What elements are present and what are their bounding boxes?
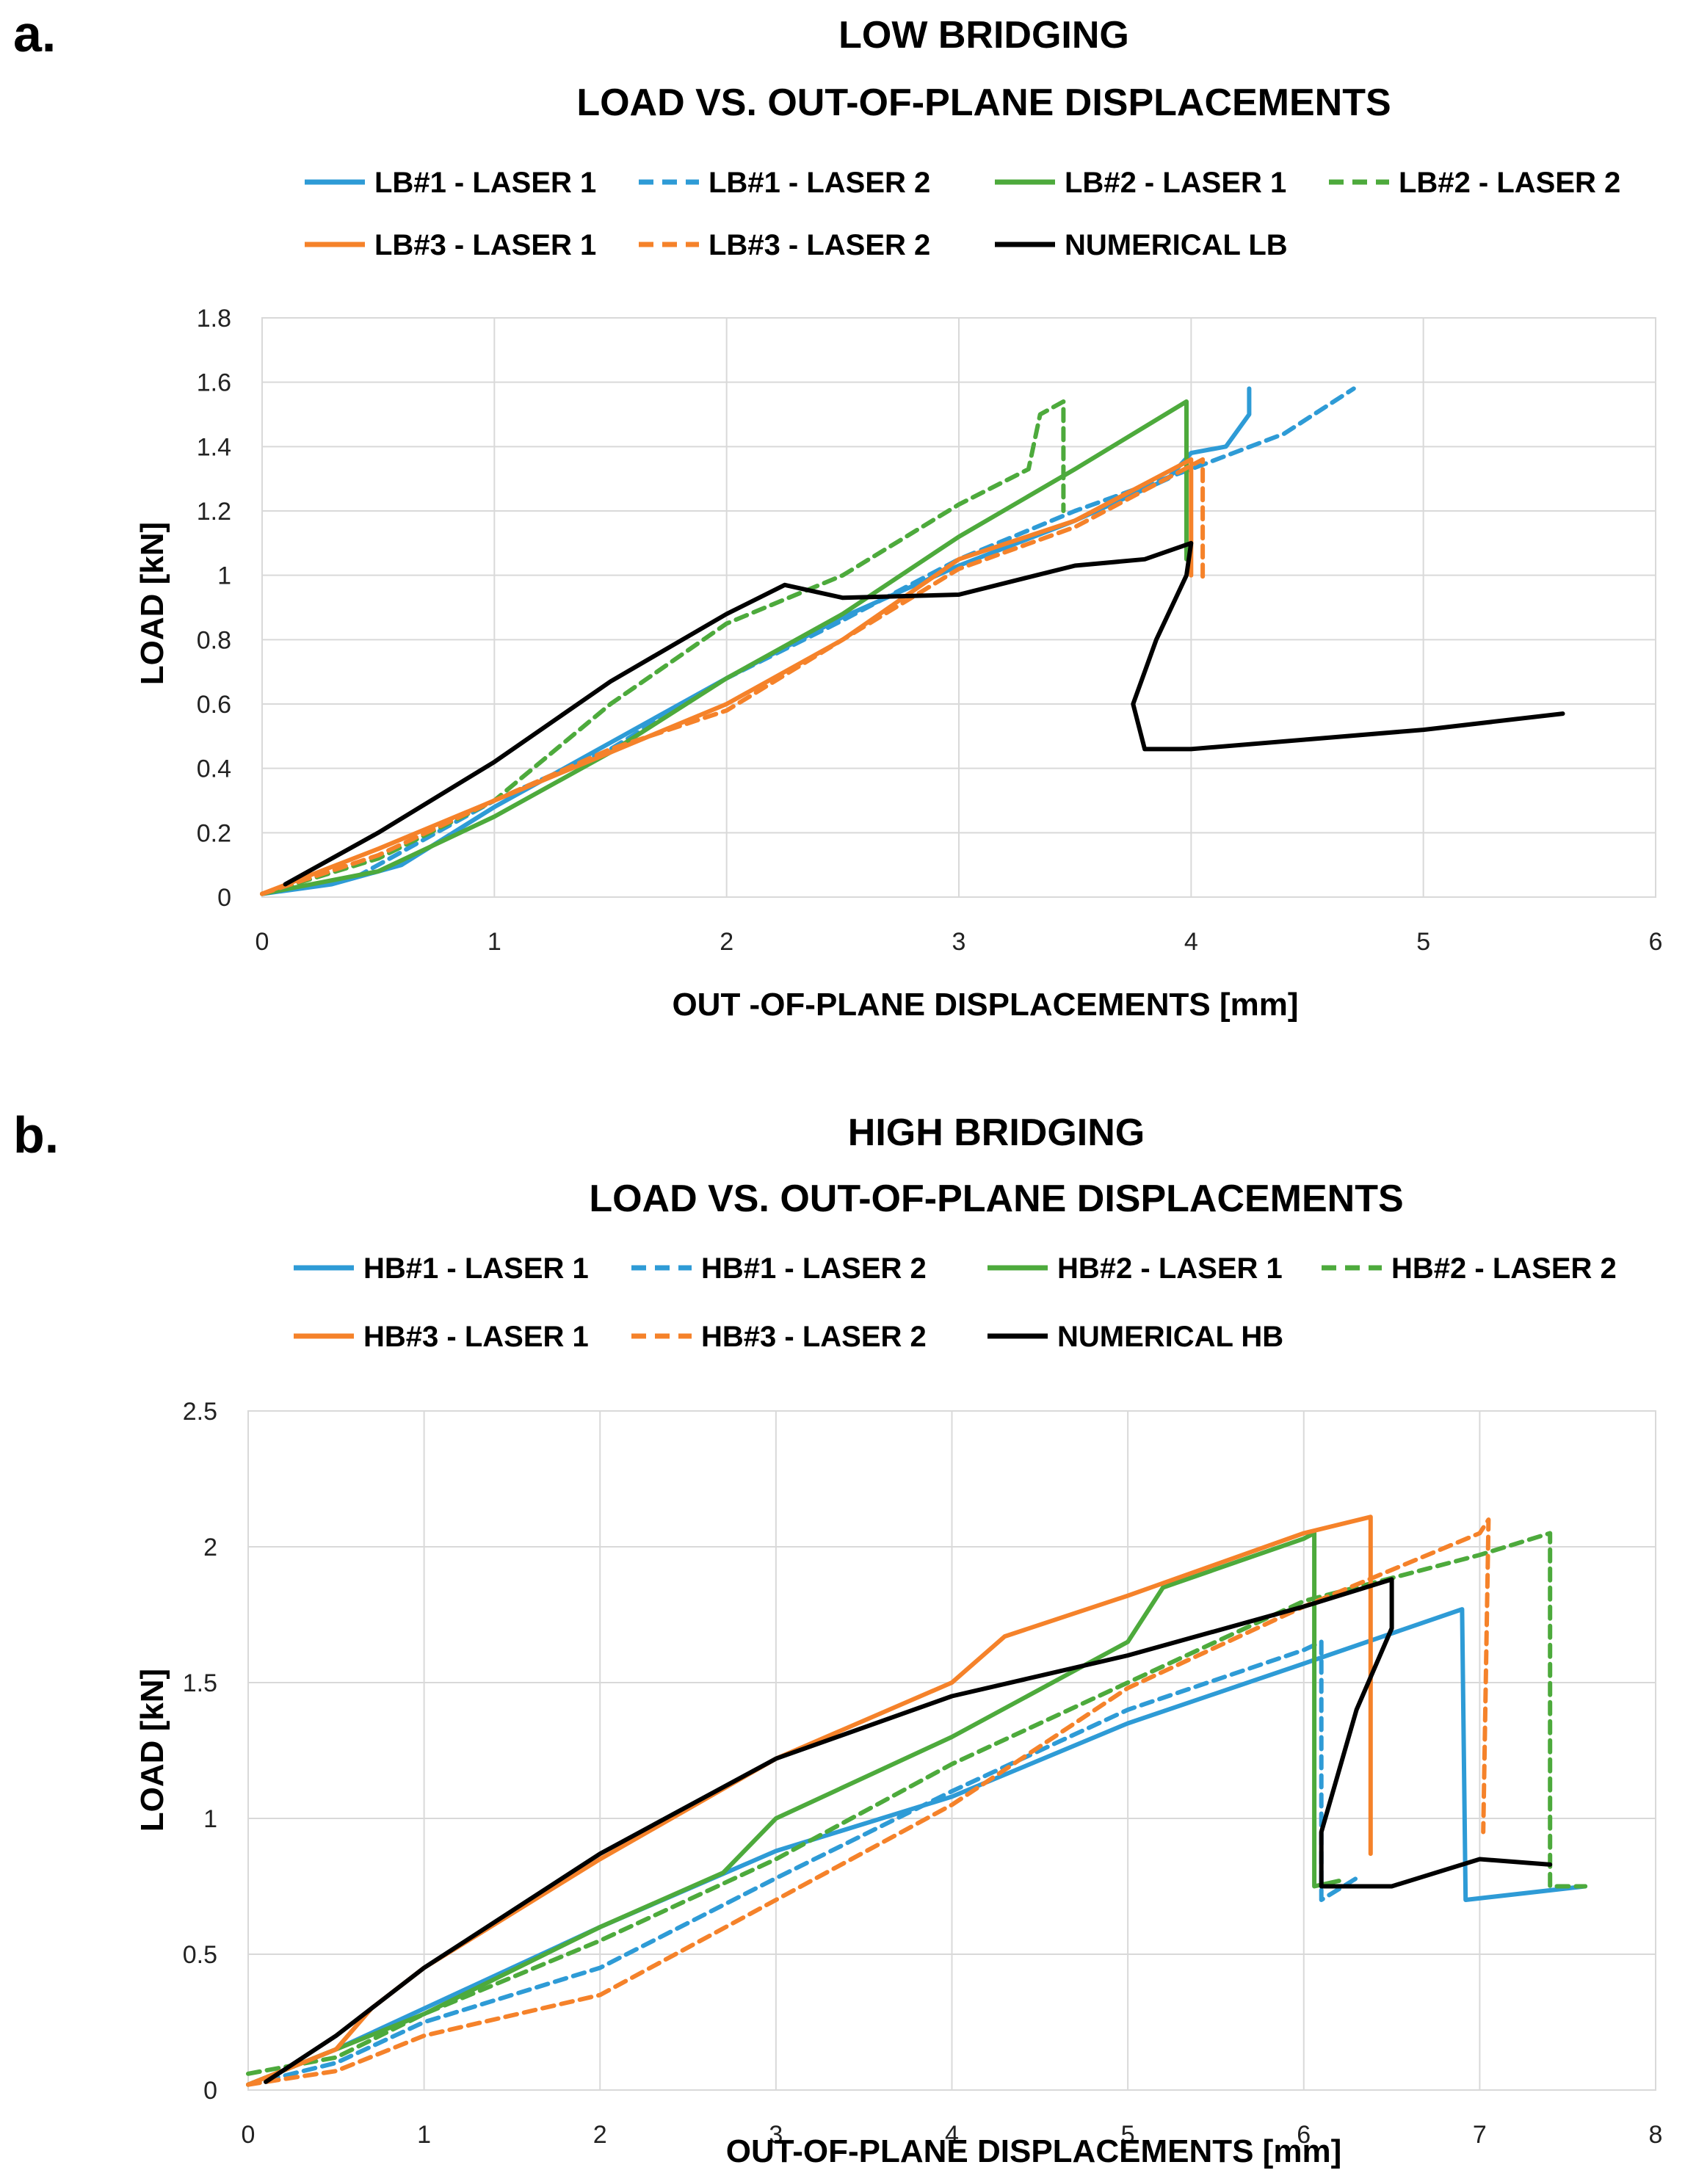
panel-a-y-tick-label: 0.4	[197, 755, 231, 783]
legend-label-lb-1-laser-2: LB#1 - LASER 2	[709, 167, 930, 199]
panel-a-y-tick-label: 1.2	[197, 498, 231, 526]
series-line-numerical-lb	[283, 540, 1565, 887]
panel-a-x-tick-label: 0	[256, 928, 269, 956]
panel-a-y-tick-label: 0.8	[197, 626, 231, 654]
legend-label-numerical-lb: NUMERICAL LB	[1065, 229, 1288, 261]
series-line-hb-2-laser-1	[246, 1531, 1341, 2087]
panel-a-ticks: 0 1 2 3 4 5 6 0 0.2 0.4 0.6 0.8 1 1.2 1.4 1.6 1.8	[197, 305, 1663, 956]
panel-a-x-tick-label: 1	[488, 928, 501, 956]
panel-b-y-tick-label: 1	[203, 1805, 217, 1833]
panel-a-y-tick-label: 0.6	[197, 691, 231, 719]
series-line-lb-2-laser-1	[260, 399, 1189, 896]
series-line-lb-1-laser-1	[260, 386, 1252, 896]
panel-b-x-tick-label: 3	[769, 2121, 783, 2149]
panel-b-series	[246, 1514, 1588, 2087]
panel-a-title: LOW BRIDGING	[838, 14, 1129, 57]
panel-b-subtitle: LOAD VS. OUT-OF-PLANE DISPLACEMENTS	[589, 1178, 1403, 1220]
panel-b-x-tick-label: 8	[1649, 2121, 1663, 2149]
panel-a-series	[260, 386, 1565, 896]
panel-b-title: HIGH BRIDGING	[848, 1111, 1145, 1154]
panel-b-x-tick-label: 0	[242, 2121, 256, 2149]
panel-a-y-tick-label: 0	[217, 884, 231, 912]
series-line-numerical-hb	[264, 1577, 1553, 2084]
panel-b-y-axis-label: LOAD [kN]	[134, 1669, 170, 1832]
legend-label-lb-3-laser-1: LB#3 - LASER 1	[374, 229, 596, 261]
panel-b-x-tick-label: 5	[1121, 2121, 1135, 2149]
legend-label-hb-2-laser-2: HB#2 - LASER 2	[1391, 1252, 1617, 1285]
panel-a-letter: a.	[13, 5, 56, 62]
panel-a-y-axis-label: LOAD [kN]	[134, 522, 170, 685]
series-line-lb-3-laser-2	[260, 457, 1206, 896]
panel-b-x-tick-label: 6	[1297, 2121, 1311, 2149]
panel-a: a. LOW BRIDGING LOAD VS. OUT-OF-PLANE DI…	[13, 5, 1662, 1023]
panel-a-x-tick-label: 2	[720, 928, 733, 956]
panel-b-ticks: 0 1 2 3 4 5 6 7 8 0 0.5 1 1.5 2 2.5	[183, 1398, 1663, 2149]
panel-b-y-tick-label: 1.5	[183, 1669, 217, 1697]
panel-a-legend: LB#1 - LASER 1 LB#1 - LASER 2 LB#2 - LASER…	[305, 167, 1620, 261]
panel-a-y-tick-label: 1.8	[197, 305, 231, 333]
panel-a-x-tick-label: 3	[952, 928, 966, 956]
panel-b-y-tick-label: 2.5	[183, 1398, 217, 1426]
panel-b-y-tick-label: 2	[203, 1534, 217, 1561]
panel-a-plot-area	[261, 317, 1656, 898]
panel-b-y-tick-label: 0.5	[183, 1941, 217, 1969]
legend-label-numerical-hb: NUMERICAL HB	[1057, 1321, 1283, 1353]
panel-a-y-tick-label: 1	[217, 562, 231, 590]
panel-b-grid	[247, 1410, 1656, 2091]
panel-b-x-tick-label: 2	[593, 2121, 607, 2149]
panel-b-x-tick-label: 4	[945, 2121, 959, 2149]
panel-a-x-tick-label: 6	[1649, 928, 1663, 956]
panel-b: b. HIGH BRIDGING LOAD VS. OUT-OF-PLANE D…	[13, 1106, 1662, 2169]
panel-a-x-tick-label: 5	[1416, 928, 1430, 956]
series-line-lb-3-laser-1	[260, 457, 1194, 896]
series-line-hb-3-laser-2	[246, 1517, 1491, 2087]
panel-b-y-tick-label: 0	[203, 2077, 217, 2105]
series-line-hb-2-laser-2	[246, 1531, 1588, 2076]
panel-a-y-tick-label: 1.6	[197, 369, 231, 397]
panel-a-subtitle: LOAD VS. OUT-OF-PLANE DISPLACEMENTS	[576, 81, 1391, 124]
series-line-hb-1-laser-1	[246, 1607, 1588, 2087]
series-line-lb-2-laser-2	[260, 399, 1066, 896]
panel-a-y-tick-label: 1.4	[197, 433, 231, 461]
panel-a-y-tick-label: 0.2	[197, 819, 231, 847]
legend-label-hb-3-laser-1: HB#3 - LASER 1	[363, 1321, 589, 1353]
legend-label-hb-1-laser-2: HB#1 - LASER 2	[701, 1252, 927, 1285]
panel-b-x-tick-label: 7	[1473, 2121, 1487, 2149]
legend-label-lb-2-laser-2: LB#2 - LASER 2	[1399, 167, 1620, 199]
series-line-hb-1-laser-2	[246, 1639, 1359, 2087]
series-line-lb-1-laser-2	[260, 386, 1356, 896]
panel-b-x-axis-label: OUT-OF-PLANE DISPLACEMENTS [mm]	[726, 2133, 1341, 2169]
panel-b-letter: b.	[13, 1106, 59, 1164]
panel-b-x-tick-label: 1	[417, 2121, 431, 2149]
legend-label-lb-1-laser-1: LB#1 - LASER 1	[374, 167, 596, 199]
panel-a-grid	[261, 317, 1656, 898]
panel-b-plot-area	[247, 1410, 1656, 2091]
panel-a-x-tick-label: 4	[1184, 928, 1198, 956]
panel-b-legend: HB#1 - LASER 1 HB#1 - LASER 2 HB#2 - LASER…	[294, 1252, 1617, 1353]
legend-label-hb-1-laser-1: HB#1 - LASER 1	[363, 1252, 589, 1285]
legend-label-hb-3-laser-2: HB#3 - LASER 2	[701, 1321, 927, 1353]
legend-label-lb-3-laser-2: LB#3 - LASER 2	[709, 229, 930, 261]
legend-label-lb-2-laser-1: LB#2 - LASER 1	[1065, 167, 1286, 199]
legend-label-hb-2-laser-1: HB#2 - LASER 1	[1057, 1252, 1283, 1285]
panel-a-x-axis-label: OUT -OF-PLANE DISPLACEMENTS [mm]	[672, 987, 1298, 1023]
